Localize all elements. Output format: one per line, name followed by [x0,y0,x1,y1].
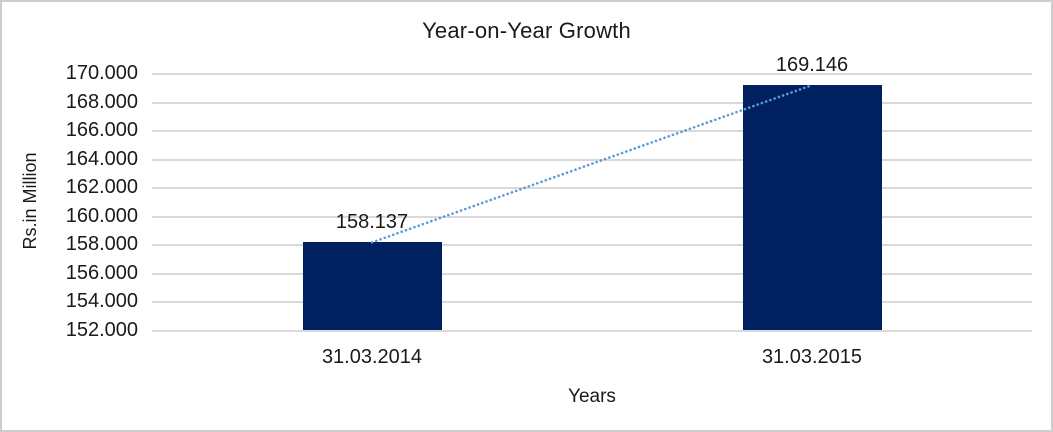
gridline [152,244,1032,247]
y-tick-label: 160.000 [65,204,138,227]
gridline [152,215,1032,218]
y-tick-label: 170.000 [65,62,138,84]
gridline [152,101,1032,104]
chart-title: Year-on-Year Growth [422,18,631,43]
gridline [152,330,1032,332]
y-tick-label: 166.000 [65,119,138,142]
gridline [152,130,1032,133]
x-tick-label: 31.03.2014 [321,346,423,368]
bar-31.03.2015 [742,85,882,330]
y-tick-label: 156.000 [65,261,138,284]
bar-31.03.2014 [302,242,442,330]
y-tick-label: 154.000 [65,290,138,313]
y-tick-label: 162.000 [65,176,138,199]
x-tick-label: 31.03.2015 [761,346,863,368]
gridline [152,73,1032,75]
gridline [152,158,1032,161]
bar-data-label: 169.146 [775,54,849,77]
y-tick-label: 158.000 [65,233,138,256]
bar-data-label: 158.137 [335,211,409,234]
y-tick-label: 152.000 [65,319,138,341]
gridline [152,301,1032,304]
y-tick-label: 164.000 [65,147,138,170]
plot-area [152,73,1032,332]
y-tick-label: 168.000 [65,90,138,113]
gridline [152,187,1032,190]
gridline [152,272,1032,275]
x-axis-title: Years [568,386,616,407]
